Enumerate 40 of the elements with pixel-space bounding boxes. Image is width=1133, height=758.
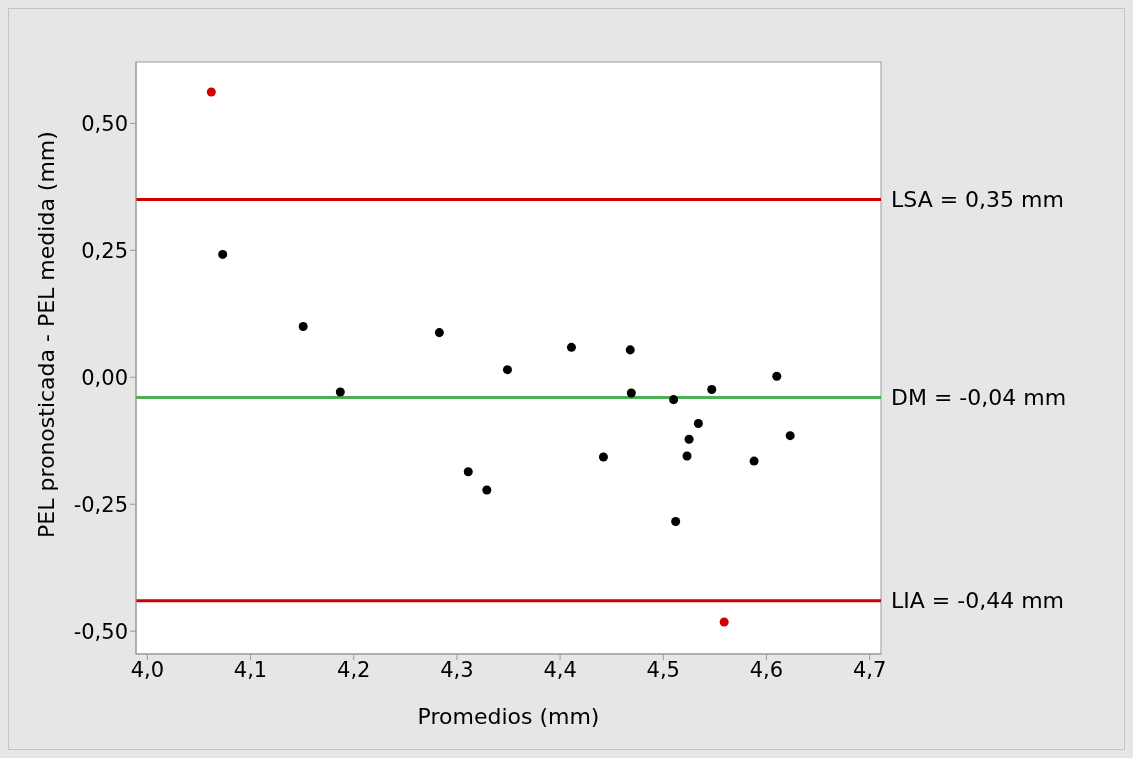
point <box>434 328 444 338</box>
point <box>626 388 636 398</box>
point <box>785 431 795 441</box>
point <box>598 452 608 462</box>
ref-line-label: DM = -0,04 mm <box>891 385 1067 411</box>
y-tick-label: -0,25 <box>73 492 128 517</box>
point <box>482 485 492 495</box>
y-tick-label: 0,50 <box>81 111 128 136</box>
x-tick-label: 4,1 <box>233 657 268 682</box>
point <box>671 516 681 526</box>
x-tick-label: 4,2 <box>337 657 371 682</box>
y-tick-label: -0,50 <box>73 619 128 644</box>
point <box>566 342 576 352</box>
x-tick-label: 4,6 <box>749 657 784 682</box>
point <box>298 322 308 332</box>
point <box>669 395 679 405</box>
point <box>719 617 729 627</box>
y-tick-label: 0,00 <box>81 365 128 390</box>
x-tick-label: 4,3 <box>440 657 474 682</box>
y-tick-label: 0,25 <box>81 238 128 263</box>
point <box>707 384 717 394</box>
point <box>684 434 694 444</box>
x-axis-title: Promedios (mm) <box>417 704 600 729</box>
point <box>218 249 228 259</box>
point <box>682 451 692 461</box>
point <box>749 456 759 466</box>
x-tick-label: 4,5 <box>646 657 680 682</box>
point <box>502 365 512 375</box>
x-tick-label: 4,0 <box>130 657 165 682</box>
x-tick-label: 4,4 <box>543 657 577 682</box>
ref-line-label: LIA = -0,44 mm <box>891 588 1064 614</box>
x-tick-label: 4,7 <box>852 657 887 682</box>
ref-line-label: LSA = 0,35 mm <box>891 187 1064 213</box>
point <box>463 467 473 477</box>
point <box>693 418 703 428</box>
y-axis-title: PEL pronosticada - PEL medida (mm) <box>33 131 59 538</box>
point <box>772 371 782 381</box>
point <box>335 387 345 397</box>
point <box>206 87 216 97</box>
point <box>625 345 635 355</box>
